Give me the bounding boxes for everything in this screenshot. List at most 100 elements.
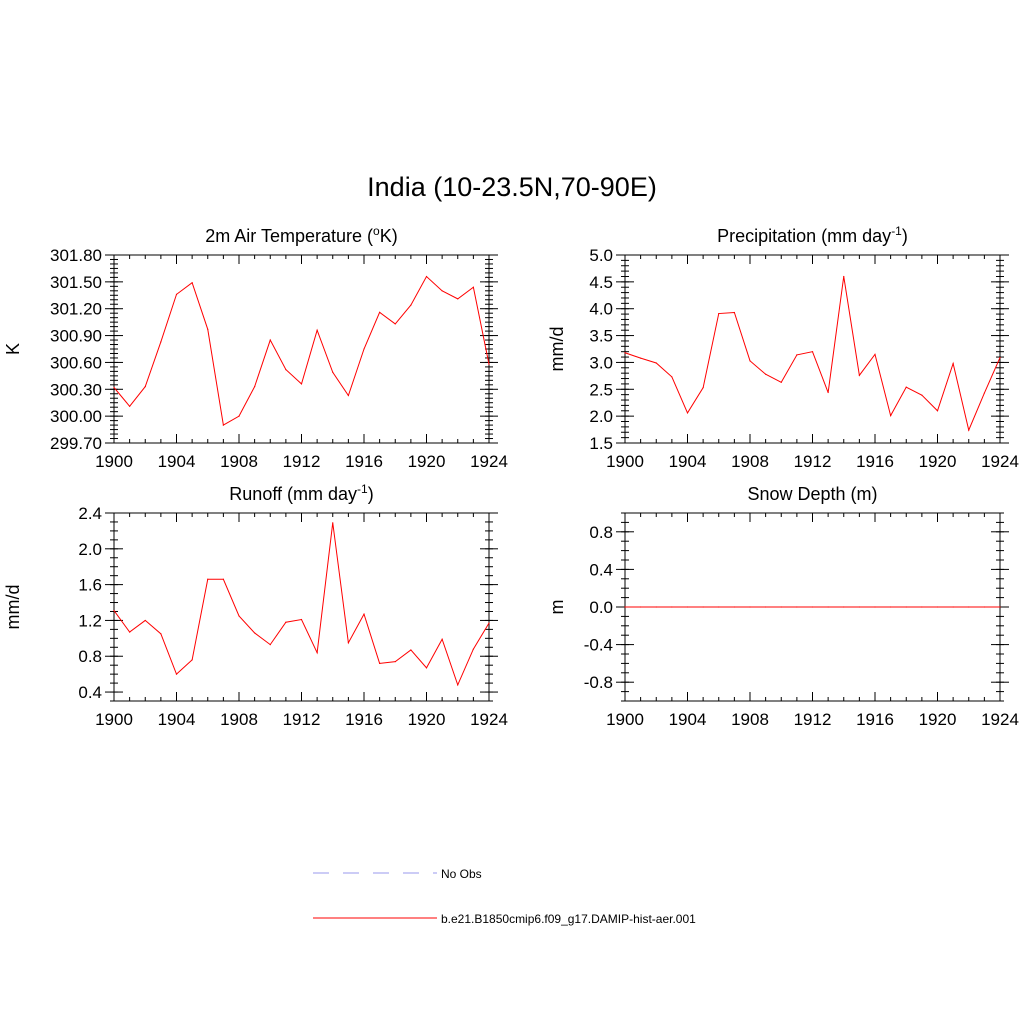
panel-title-air-temperature: 2m Air Temperature (oK) xyxy=(205,224,397,246)
chart-panel-snow-depth: 1900 1904 1908 1912 1916 1920 1924 -0.8 -0.4 0.0 0… xyxy=(547,484,1019,729)
y-tick-label: 300.30 xyxy=(50,380,102,399)
data-point xyxy=(811,351,814,353)
data-point xyxy=(191,659,193,661)
data-point xyxy=(858,606,860,608)
y-tick-label: 299.70 xyxy=(50,434,102,453)
series-line-runoff xyxy=(113,522,490,687)
data-point xyxy=(733,311,735,314)
data-point xyxy=(394,323,396,325)
data-point xyxy=(874,353,876,355)
data-point xyxy=(488,363,490,365)
data-point xyxy=(238,415,240,417)
data-point xyxy=(749,606,751,608)
chart-panel-runoff: 1900 1904 1908 1912 1916 1920 1924 0.4 0.8 1.2 1.6… xyxy=(3,482,508,729)
data-point xyxy=(796,606,798,608)
x-tick-label: 1904 xyxy=(158,710,196,729)
data-point xyxy=(655,606,657,608)
panel-title-snow-depth: Snow Depth (m) xyxy=(747,484,877,504)
data-point xyxy=(671,606,673,608)
data-point xyxy=(285,368,287,371)
x-tick-label: 1900 xyxy=(606,452,644,471)
y-tick-label: 1.5 xyxy=(589,434,613,453)
data-point xyxy=(113,609,115,612)
x-tick-label: 1924 xyxy=(470,710,508,729)
data-point xyxy=(890,606,892,608)
data-point xyxy=(686,606,689,608)
y-tick-label: 0.4 xyxy=(78,683,102,702)
data-point xyxy=(144,386,146,388)
x-tick-label: 1912 xyxy=(794,452,832,471)
data-point xyxy=(858,374,860,376)
data-point xyxy=(175,673,178,675)
x-tick-label: 1904 xyxy=(158,452,196,471)
data-point xyxy=(718,606,720,608)
data-point xyxy=(113,386,115,389)
data-point xyxy=(285,621,287,623)
panel-title-runoff: Runoff (mm day-1) xyxy=(229,482,373,504)
x-tick-label: 1908 xyxy=(220,452,258,471)
chart-panel-precipitation: 1900 1904 1908 1912 1916 1920 1924 1.5 2.0 2.5 3.0… xyxy=(547,224,1019,471)
data-point xyxy=(671,376,673,378)
data-point xyxy=(457,684,459,686)
data-point xyxy=(936,410,939,412)
y-tick-label: 2.4 xyxy=(78,504,102,523)
data-point xyxy=(983,392,985,394)
data-point xyxy=(765,606,767,608)
data-point xyxy=(222,578,224,580)
x-tick-label: 1900 xyxy=(95,710,133,729)
data-point xyxy=(999,606,1001,608)
data-point xyxy=(347,642,349,644)
y-tick-label: 4.5 xyxy=(589,273,613,292)
data-point xyxy=(796,354,798,356)
y-tick-label: 5.0 xyxy=(589,246,613,265)
page-title: India (10-23.5N,70-90E) xyxy=(367,172,657,202)
x-tick-label: 1904 xyxy=(669,710,707,729)
data-point xyxy=(472,648,474,650)
data-point xyxy=(144,619,146,622)
data-point xyxy=(207,578,209,580)
x-tick-label: 1920 xyxy=(408,710,446,729)
data-point xyxy=(425,275,428,278)
y-tick-label: 1.6 xyxy=(78,576,102,595)
data-point xyxy=(905,606,907,608)
y-tick-label: 1.2 xyxy=(78,611,102,630)
data-point xyxy=(441,290,443,292)
x-tick-label: 1904 xyxy=(669,452,707,471)
y-tick-label: 3.5 xyxy=(589,327,613,346)
x-tick-label: 1916 xyxy=(345,710,383,729)
y-tick-label: 2.0 xyxy=(589,407,613,426)
data-point xyxy=(702,606,704,608)
y-tick-label: 3.0 xyxy=(589,353,613,372)
legend-label-model: b.e21.B1850cmip6.f09_g17.DAMIP-hist-aer.… xyxy=(441,912,696,926)
x-tick-label: 1924 xyxy=(470,452,508,471)
data-point xyxy=(207,328,209,330)
y-axis-label: m xyxy=(547,600,567,615)
data-point xyxy=(952,606,954,608)
data-point xyxy=(410,649,412,651)
data-point xyxy=(363,613,365,615)
data-point xyxy=(300,383,303,385)
x-tick-label: 1908 xyxy=(731,452,769,471)
x-tick-label: 1916 xyxy=(856,452,894,471)
legend-label-no-obs: No Obs xyxy=(441,867,482,881)
data-point xyxy=(827,391,829,394)
x-tick-label: 1916 xyxy=(345,452,383,471)
y-axis-label: K xyxy=(3,343,23,355)
data-point xyxy=(379,311,381,313)
y-tick-label: 2.0 xyxy=(78,540,102,559)
data-point xyxy=(905,386,907,388)
data-point xyxy=(936,606,939,608)
y-tick-label: -0.8 xyxy=(584,673,613,692)
y-axis-label: mm/d xyxy=(547,327,567,372)
data-point xyxy=(410,304,412,306)
data-point xyxy=(999,356,1001,359)
x-tick-label: 1908 xyxy=(731,710,769,729)
data-point xyxy=(129,631,131,633)
data-point xyxy=(488,622,490,624)
data-point xyxy=(843,606,845,608)
y-tick-label: 0.0 xyxy=(589,598,613,617)
data-point xyxy=(655,362,657,364)
data-point xyxy=(347,394,349,397)
chart-panel-air-temperature: 1900 1904 1908 1912 1916 1920 1924 299.70 300.00… xyxy=(3,224,508,471)
